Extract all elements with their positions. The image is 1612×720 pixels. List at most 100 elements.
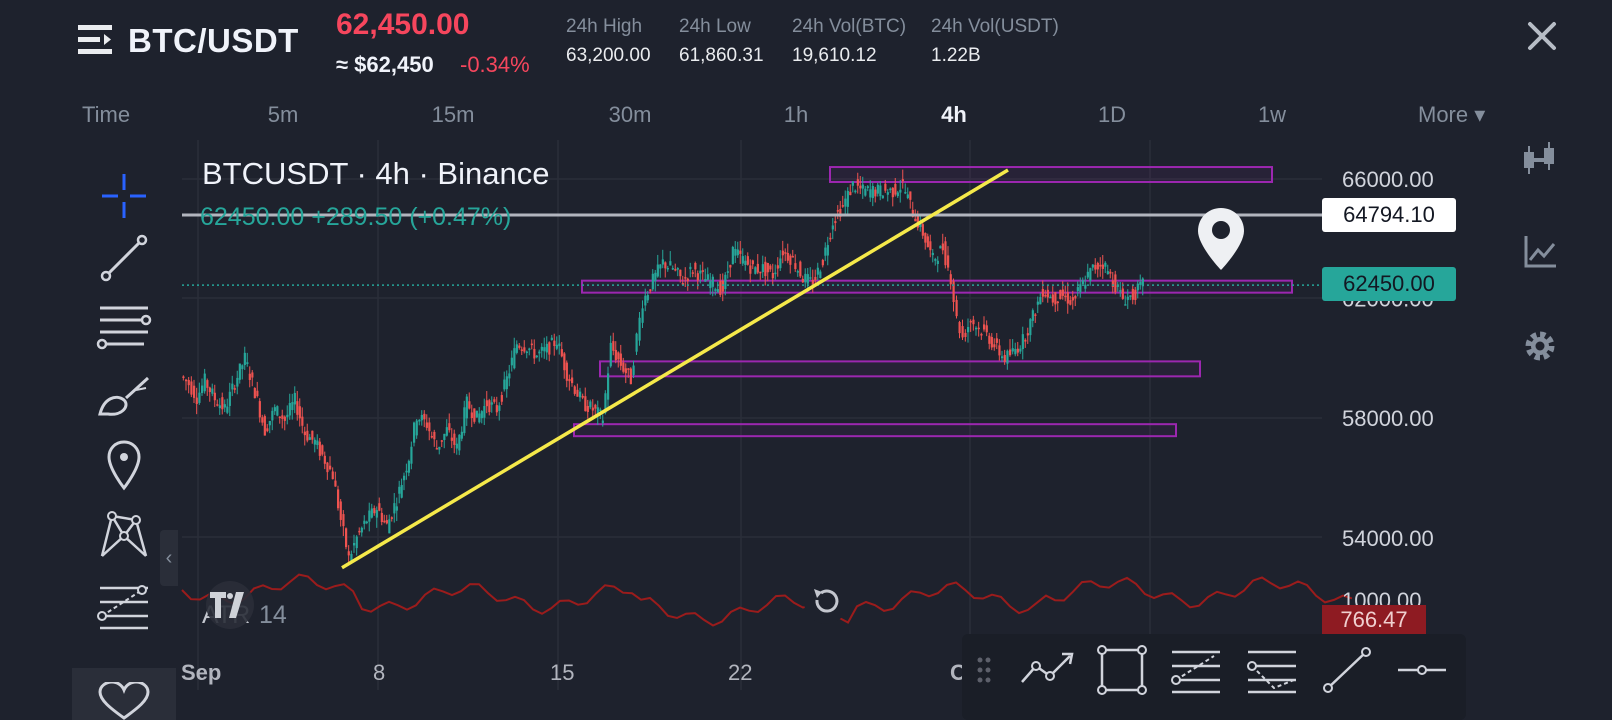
candle-body xyxy=(553,340,556,347)
candle-body xyxy=(420,414,423,421)
tab-1w[interactable]: 1w xyxy=(1257,102,1287,127)
tab-1d[interactable]: 1D xyxy=(1097,102,1127,127)
candle-body xyxy=(448,423,451,431)
map-pin-marker-icon[interactable] xyxy=(1196,206,1246,272)
candle-body xyxy=(846,190,849,207)
candle-body xyxy=(475,410,478,418)
horizontal-lines-icon[interactable] xyxy=(94,298,154,358)
price-axis-label: 54000.00 xyxy=(1342,526,1434,551)
candle-body xyxy=(1051,294,1054,303)
candle-body xyxy=(874,189,877,197)
candle-body xyxy=(271,410,274,421)
drag-handle-icon[interactable] xyxy=(974,654,994,686)
indicators-icon[interactable] xyxy=(1520,232,1560,272)
path-tool-icon[interactable] xyxy=(1018,644,1074,696)
collapse-toolbar-button[interactable]: ‹ xyxy=(160,530,178,586)
brush-icon[interactable] xyxy=(94,368,154,428)
date-axis-label: 15 xyxy=(550,660,574,685)
tab-30m[interactable]: 30m xyxy=(608,102,652,127)
candle-body xyxy=(751,260,754,265)
candle-body xyxy=(460,431,463,439)
tab-4h[interactable]: 4h xyxy=(941,102,967,127)
candle-body xyxy=(689,266,692,270)
close-icon[interactable] xyxy=(1524,18,1560,54)
trend-line-icon[interactable] xyxy=(94,228,154,288)
crosshair-icon[interactable] xyxy=(94,166,154,226)
reset-chart-icon[interactable] xyxy=(804,580,848,624)
pin-icon[interactable] xyxy=(94,436,154,496)
candle-type-icon[interactable] xyxy=(1520,138,1560,178)
candlestick-series xyxy=(182,169,1144,566)
candle-body xyxy=(398,486,401,494)
candle-body xyxy=(726,271,729,273)
candle-body xyxy=(455,443,458,449)
candle-body xyxy=(661,259,664,265)
candle-body xyxy=(924,232,927,243)
timeframe-label: Time xyxy=(82,102,131,127)
candle-body xyxy=(193,385,196,398)
candle-body xyxy=(656,264,659,277)
approx-usd-price: ≈ $62,450 xyxy=(336,52,434,77)
candle-body xyxy=(839,209,842,217)
candle-body xyxy=(654,272,657,282)
candle-body xyxy=(221,397,224,410)
candle-body xyxy=(1039,297,1042,305)
ray-tool-icon[interactable] xyxy=(1320,644,1376,696)
candle-body xyxy=(400,485,403,498)
candle-body xyxy=(1099,264,1102,267)
candle-body xyxy=(612,341,615,351)
horizontal-line-tool-icon[interactable] xyxy=(1394,644,1450,696)
candle-body xyxy=(756,263,759,273)
fib-channel-icon[interactable] xyxy=(94,576,154,636)
time-axis: Sep 8 15 22 O xyxy=(181,660,967,685)
candle-body xyxy=(771,273,774,279)
pattern-icon[interactable] xyxy=(94,506,154,566)
candle-body xyxy=(931,252,934,256)
candle-body xyxy=(704,279,707,282)
candle-body xyxy=(182,376,185,378)
rectangle-tool-icon[interactable] xyxy=(1094,644,1150,696)
tab-5m[interactable]: 5m xyxy=(267,102,299,127)
candle-body xyxy=(1041,288,1044,297)
pair-name[interactable]: BTC/USDT xyxy=(128,22,299,59)
heart-icon[interactable] xyxy=(96,682,152,720)
candle-body xyxy=(859,185,862,189)
candle-body xyxy=(1064,295,1067,298)
candle-body xyxy=(674,269,677,271)
candle-body xyxy=(1116,285,1119,287)
candle-body xyxy=(520,349,523,351)
candle-body xyxy=(871,186,874,199)
candle-body xyxy=(1034,314,1037,316)
fib-extension-tool-icon[interactable] xyxy=(1244,644,1300,696)
candle-body xyxy=(596,407,599,415)
candle-body xyxy=(671,268,674,270)
menu-icon[interactable] xyxy=(78,24,114,56)
candle-body xyxy=(624,368,627,374)
candle-body xyxy=(410,446,413,464)
candle-body xyxy=(510,357,513,366)
candle-body xyxy=(203,373,206,392)
candle-body xyxy=(223,404,226,408)
candle-body xyxy=(515,344,518,353)
candle-body xyxy=(560,349,563,357)
candle-body xyxy=(589,401,592,408)
candle-body xyxy=(879,185,882,197)
price-axis-label: 58000.00 xyxy=(1342,406,1434,431)
fib-retracement-tool-icon[interactable] xyxy=(1168,644,1224,696)
candle-body xyxy=(198,392,201,403)
more-timeframes-dropdown[interactable]: More ▾ xyxy=(1418,102,1486,127)
tab-1h[interactable]: 1h xyxy=(783,102,809,127)
candle-body xyxy=(831,225,834,230)
tab-15m[interactable]: 15m xyxy=(431,102,475,127)
candle-body xyxy=(916,215,919,228)
candle-body xyxy=(949,274,952,285)
candle-body xyxy=(896,192,899,197)
candle-body xyxy=(1136,283,1139,291)
settings-gear-icon[interactable] xyxy=(1520,326,1560,366)
candle-body xyxy=(901,179,904,182)
candle-body xyxy=(576,389,579,397)
candle-body xyxy=(1101,264,1104,269)
candle-body xyxy=(1119,290,1122,292)
